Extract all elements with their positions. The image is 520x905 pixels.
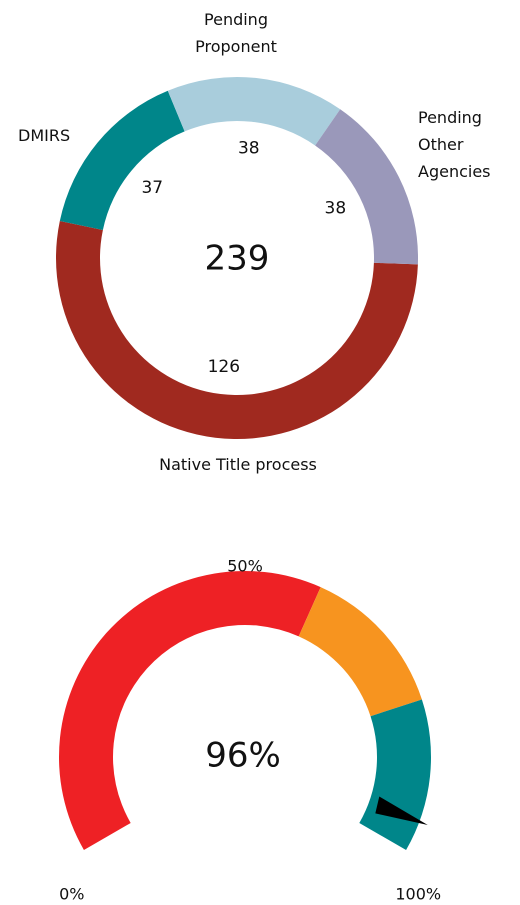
gauge-tick-label: 50% xyxy=(227,557,263,576)
value-label: 38 xyxy=(238,139,260,159)
donut-segment xyxy=(59,90,185,231)
donut-segment xyxy=(315,109,418,265)
donut-segment xyxy=(167,76,341,146)
category-label: DMIRS xyxy=(18,126,71,145)
gauge-tick-label: 100% xyxy=(395,885,441,904)
category-label: Pending Other Agencies xyxy=(418,108,491,181)
donut-segment xyxy=(56,221,418,439)
value-label: 37 xyxy=(141,178,163,198)
category-label: Native Title process xyxy=(159,455,317,474)
gauge-band xyxy=(298,587,422,717)
value-label: 38 xyxy=(325,199,347,219)
category-label: Pending Proponent xyxy=(195,10,277,56)
value-label: 126 xyxy=(208,357,240,377)
gauge-band xyxy=(359,699,431,850)
gauge-tick-label: 0% xyxy=(59,885,84,904)
gauge-value-label: 96% xyxy=(205,736,281,776)
gauge-needle xyxy=(375,796,428,825)
total-label: 239 xyxy=(205,239,270,279)
gauge-band xyxy=(59,571,321,850)
